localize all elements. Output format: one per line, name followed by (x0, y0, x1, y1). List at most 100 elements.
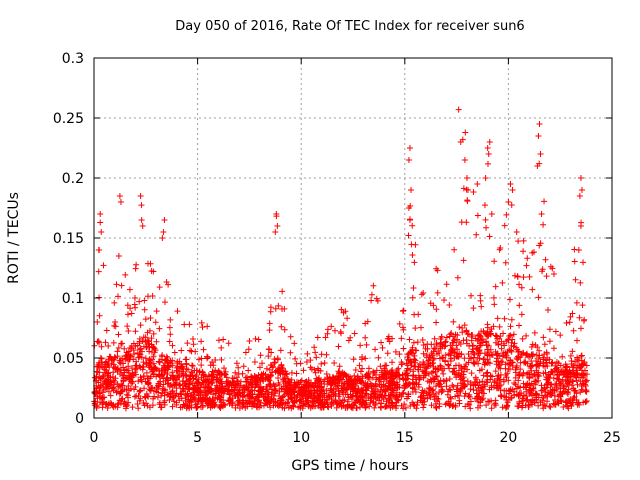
data-point (440, 370, 447, 377)
data-point (164, 362, 171, 369)
data-point (258, 371, 265, 378)
data-point (272, 390, 279, 397)
data-point (488, 211, 495, 217)
data-point (451, 369, 458, 376)
data-point (300, 367, 307, 374)
data-point (197, 384, 204, 391)
data-point (182, 397, 189, 404)
data-point (565, 405, 572, 412)
data-point (266, 366, 273, 373)
data-point (114, 388, 121, 395)
data-point (524, 255, 531, 262)
data-point (178, 360, 185, 367)
data-point (471, 360, 478, 367)
data-point (499, 279, 506, 286)
data-point (339, 379, 346, 386)
data-point (581, 316, 588, 323)
data-point (439, 367, 446, 374)
data-point (480, 356, 487, 363)
data-point (581, 358, 588, 365)
data-point (306, 382, 313, 389)
data-point (569, 397, 576, 404)
data-point (109, 402, 116, 409)
data-point (344, 381, 351, 388)
data-point (409, 379, 416, 386)
data-point (264, 401, 271, 408)
data-point (322, 334, 329, 341)
data-point (549, 265, 556, 272)
data-point (318, 360, 325, 367)
data-point (112, 365, 119, 372)
data-point (115, 293, 122, 300)
data-point (288, 376, 295, 383)
data-point (538, 211, 545, 217)
data-point (317, 392, 324, 399)
data-point (206, 388, 213, 395)
data-point (228, 382, 235, 389)
data-point (418, 393, 425, 400)
data-point (523, 397, 530, 404)
data-point (464, 330, 471, 337)
data-point (250, 395, 257, 402)
data-point (247, 400, 254, 407)
data-point (486, 139, 493, 145)
data-point (278, 364, 285, 371)
data-point (111, 299, 118, 306)
y-tick-label: 0 (75, 411, 84, 427)
data-point (474, 212, 481, 219)
data-point (559, 368, 566, 375)
data-point (471, 351, 478, 358)
data-point (314, 334, 321, 341)
data-point (243, 399, 250, 406)
data-point (332, 391, 339, 398)
data-point (124, 302, 131, 309)
data-point (98, 343, 105, 350)
data-point (519, 402, 526, 409)
data-point (398, 335, 405, 342)
data-point (132, 294, 139, 301)
data-point (100, 373, 107, 380)
data-point (257, 352, 264, 359)
data-point (465, 359, 472, 366)
data-point (259, 360, 266, 367)
data-point (482, 216, 489, 223)
data-point (166, 324, 173, 331)
data-point (93, 404, 100, 411)
data-point (450, 318, 457, 325)
data-point (134, 400, 141, 407)
data-point (541, 198, 548, 205)
data-point (509, 362, 516, 369)
data-point (357, 342, 364, 349)
data-point (505, 336, 512, 343)
data-point (486, 352, 493, 359)
data-point (539, 268, 546, 275)
data-point (519, 335, 526, 342)
data-point (516, 372, 523, 379)
data-point (454, 274, 461, 281)
data-point (491, 301, 498, 308)
data-point (266, 320, 273, 327)
data-point (219, 383, 226, 390)
data-point (536, 347, 543, 354)
data-point (432, 390, 439, 397)
data-point (383, 373, 390, 380)
data-point (418, 291, 425, 298)
data-point (312, 349, 319, 356)
data-point (120, 360, 127, 367)
data-point (199, 324, 206, 331)
data-point (199, 368, 206, 375)
data-point (113, 281, 120, 288)
data-point (484, 333, 491, 340)
data-point (256, 404, 263, 411)
data-point (142, 355, 149, 362)
data-point (480, 390, 487, 397)
data-point (111, 354, 118, 361)
data-point (143, 369, 150, 376)
data-point (408, 349, 415, 356)
data-point (254, 376, 261, 383)
data-point (293, 394, 300, 401)
data-point (493, 358, 500, 365)
data-point (340, 322, 347, 329)
data-point (506, 332, 513, 339)
data-point (399, 375, 406, 382)
